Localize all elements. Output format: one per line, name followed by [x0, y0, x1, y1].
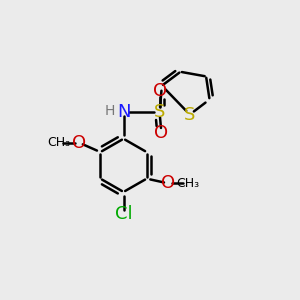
- Text: H: H: [104, 104, 115, 118]
- Text: O: O: [154, 124, 169, 142]
- Text: N: N: [117, 103, 130, 121]
- Text: S: S: [184, 106, 196, 124]
- Text: O: O: [72, 134, 86, 152]
- Text: CH₃: CH₃: [176, 177, 199, 190]
- Text: O: O: [160, 174, 175, 192]
- Text: S: S: [154, 103, 165, 121]
- Text: Cl: Cl: [115, 205, 132, 223]
- Text: O: O: [152, 82, 167, 100]
- Text: CH₃: CH₃: [47, 136, 70, 149]
